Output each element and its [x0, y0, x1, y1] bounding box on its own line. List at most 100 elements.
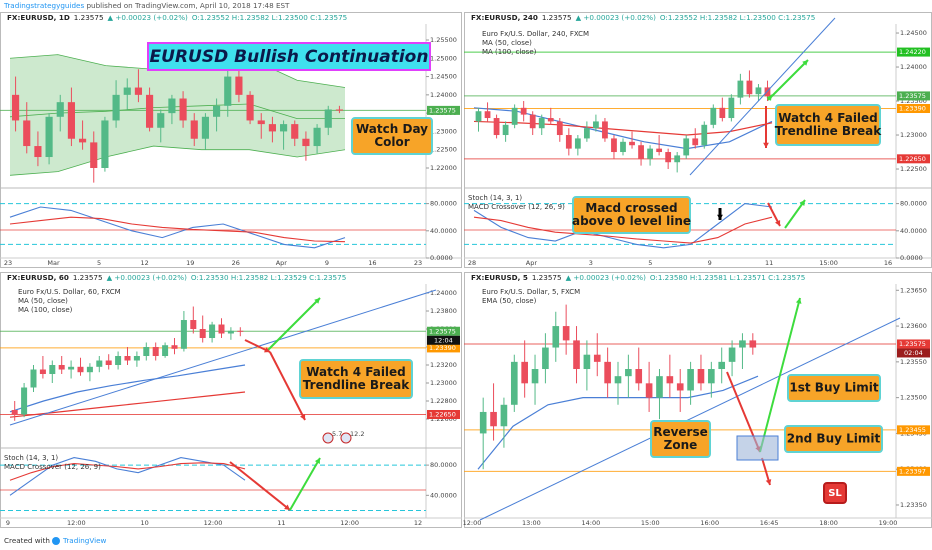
annotation-box	[351, 117, 433, 155]
sub-legend-entry: MACD Crossover (12, 26, 9)	[4, 463, 101, 471]
candle-body	[676, 383, 684, 391]
candle-body	[237, 330, 244, 332]
candle-body	[573, 340, 580, 370]
header-symbol: FX:EURUSD, 60	[7, 273, 69, 282]
candle-body	[746, 80, 753, 95]
candle-body	[645, 383, 653, 398]
candle-body	[604, 361, 611, 384]
time-label: 18:00	[819, 519, 838, 527]
time-label: 12:00	[340, 519, 359, 527]
time-label: 16	[368, 259, 376, 267]
time-label: 15:00	[641, 519, 660, 527]
candle-body	[719, 107, 726, 119]
time-label: 23	[4, 259, 12, 267]
candle-body	[218, 324, 225, 334]
y-tick-label: 1.23000	[900, 131, 927, 139]
candle-body	[683, 138, 690, 156]
chart-title: EURUSD Bullish Continuation	[150, 47, 429, 67]
candle-body	[562, 326, 570, 341]
candle-body	[593, 121, 599, 129]
price-tag	[897, 47, 930, 57]
drawing-line	[229, 461, 291, 511]
candle-body	[49, 365, 56, 375]
arrow-head	[766, 95, 772, 101]
drawing-line	[759, 297, 801, 453]
candle-body	[143, 347, 150, 357]
time-label: 9	[325, 259, 329, 267]
candle-body	[157, 113, 165, 128]
annotation-text: Watch 4 Failed	[778, 111, 878, 125]
candle-body	[620, 141, 626, 153]
candle-body	[542, 347, 549, 370]
time-label: 15:00	[819, 259, 838, 267]
sub-tick-label: 80.0000	[430, 200, 457, 208]
candle-body	[737, 80, 744, 98]
candle-body	[112, 94, 120, 121]
legend-entry: Euro Fx/U.S. Dollar, 5, FXCM	[482, 288, 580, 296]
time-label: 28	[468, 259, 476, 267]
ma-line	[473, 120, 773, 136]
price-tag-label: 1.23397	[899, 467, 926, 475]
countdown-tag	[427, 335, 460, 345]
time-label: 16:00	[700, 519, 719, 527]
annotation-text: SL	[828, 488, 842, 499]
price-tag-label: 1.23455	[899, 426, 926, 434]
candle-body	[235, 76, 243, 95]
candle-body	[45, 116, 53, 158]
arrow-head	[765, 479, 772, 485]
y-tick-label: 1.22800	[430, 397, 457, 405]
header-symbol: FX:EURUSD, 1D	[7, 13, 70, 22]
oscillator-line	[9, 206, 346, 249]
chart-panel: FX:EURUSD, 240 1.23575 ▲ +0.00023 (+0.02%)…	[464, 12, 932, 268]
candle-body	[531, 369, 539, 384]
candle-body	[674, 155, 681, 163]
legend-entry: MA (100, close)	[18, 306, 73, 314]
y-tick-label: 1.24500	[900, 29, 927, 37]
legend-entry: MA (50, close)	[18, 297, 68, 305]
header-ohlc: O:1.23530 H:1.23582 L:1.23529 C:1.23575	[191, 273, 346, 282]
annotation-box	[572, 196, 691, 234]
title-box	[147, 42, 431, 71]
y-tick-label: 1.25500	[430, 36, 457, 44]
drawing-line	[689, 17, 836, 176]
arrow-head	[300, 414, 306, 420]
candle-body	[687, 369, 694, 391]
annotation-text: Reverse	[653, 425, 708, 439]
candle-body	[728, 347, 736, 362]
time-label: 13:00	[522, 519, 541, 527]
countdown: 02:04	[904, 349, 923, 357]
oscillator-line	[473, 203, 773, 249]
arrow-head	[795, 298, 802, 304]
panel-header: FX:EURUSD, 1D 1.23575 ▲ +0.00023 (+0.02%) O…	[7, 13, 347, 22]
time-label: 26	[232, 259, 240, 267]
y-tick-label: 1.22500	[430, 146, 457, 154]
header-price: 1.23575	[74, 13, 104, 22]
time-label: Apr	[526, 259, 538, 267]
panel-header: FX:EURUSD, 240 1.23575 ▲ +0.00023 (+0.02%)…	[471, 13, 815, 22]
candle-body	[124, 356, 131, 361]
price-tag	[427, 409, 460, 419]
brand[interactable]: TradingView	[62, 536, 107, 545]
sub-tick-label: 80.0000	[900, 200, 927, 208]
candle-body	[280, 124, 288, 132]
candle-body	[30, 369, 37, 388]
countdown: 12:04	[434, 336, 453, 344]
candle-body	[39, 369, 46, 375]
drawing-line	[784, 199, 806, 229]
price-tag-label: 1.24220	[899, 48, 926, 56]
sub-tick-label: 40.0000	[430, 491, 457, 499]
candle-body	[500, 404, 508, 427]
candle-body	[313, 127, 321, 147]
event-icon	[322, 432, 334, 444]
chart-panel: FX:EURUSD, 60 1.23575 ▲ +0.00023 (+0.02%) O…	[0, 272, 462, 528]
annotation-text: Color	[374, 135, 409, 149]
candle-body	[68, 366, 75, 370]
author[interactable]: Tradingstrategyguides	[3, 1, 84, 10]
candle-body	[739, 340, 746, 348]
time-label: 9	[708, 259, 712, 267]
candle-body	[146, 94, 154, 128]
candle-body	[647, 148, 653, 159]
time-label: 12	[141, 259, 149, 267]
candle-body	[755, 87, 762, 95]
candle-body	[168, 98, 176, 114]
